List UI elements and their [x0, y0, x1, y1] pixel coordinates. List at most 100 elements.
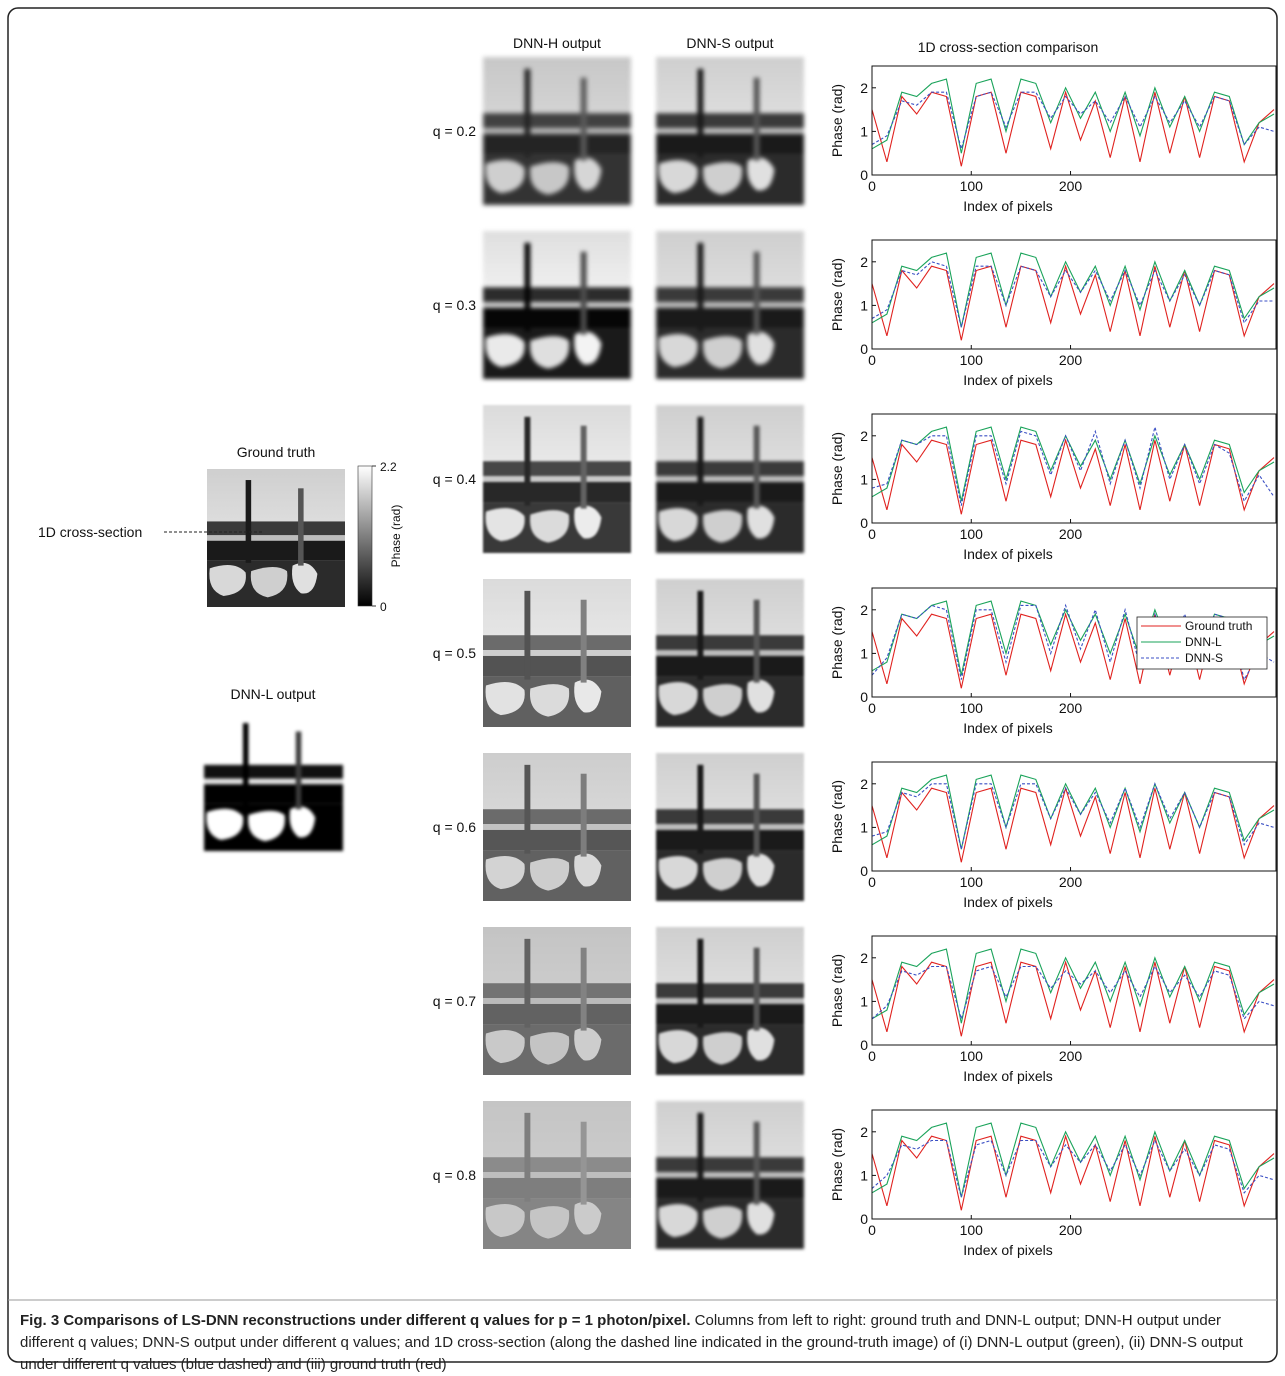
dnn-s-image	[656, 927, 804, 1075]
y-tick-label: 1	[860, 123, 868, 139]
dnn-h-image	[483, 927, 631, 1075]
dnn-h-image	[483, 579, 631, 727]
y-tick-label: 1	[860, 1167, 868, 1183]
dnn-h-image	[483, 405, 631, 553]
y-tick-label: 0	[860, 515, 868, 531]
y-axis-label: Phase (rad)	[829, 84, 845, 157]
y-axis-label: Phase (rad)	[829, 258, 845, 331]
x-tick-label: 200	[1059, 352, 1083, 368]
colorbar	[358, 466, 372, 606]
x-tick-label: 100	[960, 874, 984, 890]
y-tick-label: 2	[860, 80, 868, 96]
y-tick-label: 0	[860, 689, 868, 705]
q-label: q = 0.2	[433, 123, 476, 139]
q-label: q = 0.4	[433, 471, 476, 487]
dnn-s-image	[656, 405, 804, 553]
y-axis-label: Phase (rad)	[829, 1128, 845, 1201]
x-tick-label: 0	[868, 526, 876, 542]
dnn-s-image	[656, 57, 804, 205]
q-label: q = 0.8	[433, 1167, 476, 1183]
cross-section-label: 1D cross-section	[38, 524, 142, 540]
x-tick-label: 0	[868, 874, 876, 890]
q-label: q = 0.6	[433, 819, 476, 835]
x-tick-label: 100	[960, 1222, 984, 1238]
figure: DNN-H output DNN-S output Ground truth P…	[0, 0, 1285, 1370]
q-label: q = 0.7	[433, 993, 476, 1009]
series-line	[872, 967, 1274, 1019]
chart-title: 1D cross-section comparison	[918, 39, 1099, 55]
caption-title: Fig. 3 Comparisons of LS-DNN reconstruct…	[20, 1312, 691, 1329]
y-tick-label: 0	[860, 1037, 868, 1053]
y-tick-label: 2	[860, 1124, 868, 1140]
q-label: q = 0.5	[433, 645, 476, 661]
series-line	[872, 1141, 1274, 1198]
y-tick-label: 0	[860, 341, 868, 357]
x-tick-label: 200	[1059, 526, 1083, 542]
chart: 0 100 200 0 1 2 Index of pixels Phase (rad)	[829, 936, 1276, 1084]
series-line	[872, 427, 1274, 506]
dnn-h-image	[483, 231, 631, 379]
dnn-s-image	[656, 579, 804, 727]
dnn-s-image	[656, 1101, 804, 1249]
page: {"figure": { "col_headers": ["DNN-H outp…	[0, 0, 1285, 1370]
x-tick-label: 200	[1059, 874, 1083, 890]
dnn-h-image	[483, 57, 631, 205]
x-tick-label: 200	[1059, 1222, 1083, 1238]
y-axis-label: Phase (rad)	[829, 606, 845, 679]
y-tick-label: 1	[860, 993, 868, 1009]
dnn-s-image	[656, 231, 804, 379]
colorbar-label: Phase (rad)	[389, 505, 403, 568]
y-axis-label: Phase (rad)	[829, 432, 845, 505]
chart: 0100200012Index of pixelsPhase (rad)Grou…	[829, 588, 1276, 736]
y-tick-label: 0	[860, 1211, 868, 1227]
x-axis-label: Index of pixels	[963, 720, 1053, 736]
x-tick-label: 100	[960, 1048, 984, 1064]
dnn-l-image	[204, 712, 343, 851]
y-axis-label: Phase (rad)	[829, 780, 845, 853]
y-tick-label: 2	[860, 602, 868, 618]
y-tick-label: 2	[860, 254, 868, 270]
x-tick-label: 0	[868, 700, 876, 716]
col-header: DNN-S output	[686, 35, 773, 51]
dnn-s-image	[656, 753, 804, 901]
x-tick-label: 100	[960, 700, 984, 716]
y-axis-label: Phase (rad)	[829, 954, 845, 1027]
y-tick-label: 1	[860, 297, 868, 313]
y-tick-label: 0	[860, 167, 868, 183]
x-axis-label: Index of pixels	[963, 546, 1053, 562]
chart: 0 100 200 0 1 2 Index of pixels Phase (rad)	[829, 240, 1276, 388]
x-tick-label: 0	[868, 352, 876, 368]
legend-label: DNN-S	[1185, 651, 1223, 665]
x-axis-label: Index of pixels	[963, 198, 1053, 214]
x-axis-label: Index of pixels	[963, 894, 1053, 910]
y-tick-label: 2	[860, 950, 868, 966]
x-axis-label: Index of pixels	[963, 1068, 1053, 1084]
chart: 0 100 200 0 1 2 Index of pixels Phase (rad)	[829, 414, 1276, 562]
y-tick-label: 1	[860, 645, 868, 661]
x-axis-label: Index of pixels	[963, 1242, 1053, 1258]
x-tick-label: 200	[1059, 1048, 1083, 1064]
q-label: q = 0.3	[433, 297, 476, 313]
series-line	[872, 262, 1274, 327]
dnn-h-image	[483, 753, 631, 901]
x-axis-label: Index of pixels	[963, 372, 1053, 388]
y-tick-label: 0	[860, 863, 868, 879]
dnn-l-title: DNN-L output	[230, 686, 315, 702]
colorbar-tick-label: 2.2	[380, 460, 397, 474]
y-tick-label: 1	[860, 471, 868, 487]
x-tick-label: 100	[960, 352, 984, 368]
x-tick-label: 0	[868, 1222, 876, 1238]
frame-border	[8, 8, 1277, 1362]
x-tick-label: 0	[868, 178, 876, 194]
legend-label: Ground truth	[1185, 619, 1252, 633]
dnn-h-image	[483, 1101, 631, 1249]
x-tick-label: 0	[868, 1048, 876, 1064]
col-header: DNN-H output	[513, 35, 601, 51]
y-tick-label: 2	[860, 428, 868, 444]
x-tick-label: 100	[960, 178, 984, 194]
x-tick-label: 100	[960, 526, 984, 542]
caption: Fig. 3 Comparisons of LS-DNN reconstruct…	[20, 1310, 1265, 1376]
ground-truth-title: Ground truth	[237, 444, 316, 460]
